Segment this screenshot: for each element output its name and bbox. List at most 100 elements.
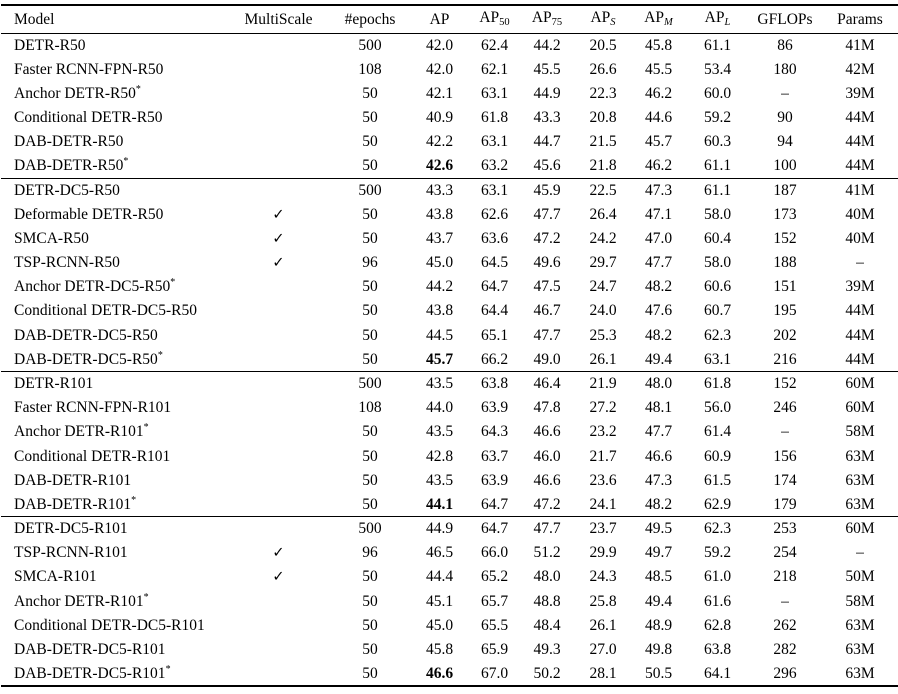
cell-gflops: 282 [773, 641, 797, 659]
model-name: DETR-DC5-R50 [14, 181, 120, 199]
model-name: Conditional DETR-DC5-R101 [14, 616, 205, 634]
cell-aps: 24.0 [589, 302, 617, 320]
cell-multiscale [226, 33, 331, 57]
cell-ap50: 64.4 [480, 302, 509, 320]
cell-model: TSP-RCNN-R101 [1, 541, 226, 565]
cell-apl: 62.3 [703, 520, 732, 538]
model-name: DETR-R50 [14, 36, 86, 54]
cell-epochs: 50 [362, 229, 378, 247]
table-row: Anchor DETR-R101* 50 43.5 64.3 46.6 23.2 47.7 6… [1, 420, 898, 444]
cell-ap75: 47.2 [533, 229, 561, 247]
model-star-marker: * [157, 349, 163, 361]
col-header-label: AP [644, 9, 665, 26]
model-star-marker: * [135, 83, 141, 95]
model-star-marker: * [143, 422, 149, 434]
cell-gflops: 94 [777, 133, 793, 151]
col-header-label: AP [590, 9, 611, 26]
cell-apm: 48.0 [644, 375, 673, 393]
table-row: DAB-DETR-DC5-R50* 50 45.7 66.2 49.0 26.1 49.4 6… [1, 347, 898, 371]
cell-epochs: 50 [362, 641, 378, 659]
model-star-marker: * [143, 591, 149, 603]
cell-aps: 22.5 [589, 181, 617, 199]
cell-ap50: 65.5 [480, 616, 509, 634]
cell-gflops: 246 [773, 399, 797, 417]
col-header-model: Model [1, 5, 226, 33]
cell-model: DAB-DETR-R101* [1, 493, 226, 517]
model-star-marker: * [123, 156, 129, 168]
cell-apm: 48.5 [644, 568, 673, 586]
cell-epochs: 50 [362, 205, 378, 223]
table-row: Deformable DETR-R50 ✓ 50 43.8 62.6 47.7 26.4 47… [1, 202, 898, 226]
cell-aps: 24.1 [589, 495, 617, 513]
cell-aps: 26.4 [589, 205, 617, 223]
cell-aps: 24.3 [589, 568, 617, 586]
model-name: SMCA-R50 [14, 229, 89, 247]
cell-ap75: 49.0 [533, 350, 561, 368]
cell-ap50: 62.1 [480, 60, 509, 78]
cell-gflops: 188 [773, 254, 797, 272]
cell-params: 39M [845, 84, 875, 102]
cell-ap: 42.6 [425, 157, 454, 175]
model-name: Faster RCNN-FPN-R50 [14, 60, 164, 78]
model-name: DAB-DETR-DC5-R101 [14, 641, 166, 659]
cell-params: 44M [845, 350, 875, 368]
cell-aps: 24.7 [589, 278, 617, 296]
table-row: Faster RCNN-FPN-R101 108 44.0 63.9 47.8 27.2 4… [1, 396, 898, 420]
table-section-4: DETR-DC5-R101 500 44.9 64.7 47.7 23.7 49.5 62.3… [1, 516, 898, 686]
col-header-ap: AP [409, 5, 470, 33]
cell-ap50: 67.0 [480, 664, 509, 682]
cell-ap: 42.0 [425, 36, 454, 54]
cell-model: Faster RCNN-FPN-R101 [1, 396, 226, 420]
table-row: DETR-DC5-R50 500 43.3 63.1 45.9 22.5 47.3 61.1 1… [1, 178, 898, 202]
checkmark-icon: ✓ [272, 255, 285, 272]
cell-apm: 45.7 [644, 133, 673, 151]
model-name: Anchor DETR-R101 [14, 423, 144, 441]
model-star-marker: * [131, 494, 137, 506]
cell-multiscale [226, 57, 331, 81]
cell-apl: 58.0 [703, 205, 732, 223]
cell-apl: 62.8 [703, 616, 732, 634]
cell-ap: 43.5 [425, 471, 454, 489]
cell-aps: 20.5 [589, 36, 617, 54]
cell-apl: 61.1 [703, 181, 732, 199]
cell-epochs: 50 [362, 568, 378, 586]
cell-ap75: 44.9 [533, 84, 561, 102]
cell-gflops: 174 [773, 471, 797, 489]
cell-ap75: 46.6 [533, 471, 561, 489]
cell-multiscale [226, 372, 331, 396]
model-name: SMCA-R101 [14, 568, 97, 586]
cell-model: Anchor DETR-DC5-R50* [1, 275, 226, 299]
cell-gflops: 195 [773, 302, 797, 320]
cell-aps: 23.7 [589, 520, 617, 538]
cell-aps: 21.5 [589, 133, 617, 151]
cell-ap50: 64.7 [480, 278, 509, 296]
checkmark-icon: ✓ [272, 569, 285, 586]
cell-multiscale [226, 178, 331, 202]
cell-params: 60M [845, 520, 875, 538]
cell-epochs: 108 [358, 60, 382, 78]
cell-ap50: 65.9 [480, 641, 509, 659]
model-name: DETR-DC5-R101 [14, 520, 128, 538]
cell-ap: 45.8 [425, 641, 454, 659]
cell-params: 58M [845, 592, 875, 610]
col-header-subscript: L [724, 17, 731, 28]
cell-apm: 46.2 [644, 157, 673, 175]
cell-multiscale: ✓ [226, 565, 331, 589]
cell-epochs: 50 [362, 108, 378, 126]
cell-params: 63M [845, 471, 875, 489]
cell-apm: 47.1 [644, 205, 673, 223]
cell-ap50: 61.8 [480, 108, 509, 126]
cell-epochs: 50 [362, 592, 378, 610]
cell-apl: 60.6 [703, 278, 732, 296]
cell-ap: 45.0 [425, 616, 454, 634]
cell-apm: 47.7 [644, 423, 673, 441]
cell-ap75: 45.6 [533, 157, 561, 175]
cell-epochs: 108 [358, 399, 382, 417]
cell-epochs: 50 [362, 616, 378, 634]
cell-model: SMCA-R50 [1, 227, 226, 251]
cell-ap50: 62.4 [480, 36, 509, 54]
col-header-epochs: #epochs [331, 5, 409, 33]
cell-aps: 24.2 [589, 229, 617, 247]
col-header-gflops: GFLOPs [749, 5, 821, 33]
cell-ap75: 48.4 [533, 616, 561, 634]
